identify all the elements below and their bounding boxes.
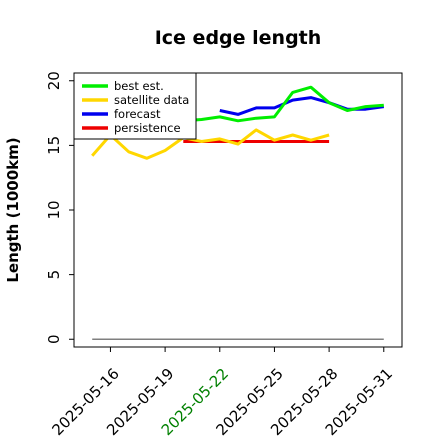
- y-tick-label: 15: [45, 136, 63, 155]
- legend: best est.satellite dataforecastpersisten…: [73, 72, 197, 140]
- legend-label: persistence: [114, 121, 181, 135]
- y-axis-label: Length (1000km): [4, 137, 22, 282]
- y-tick-label: 10: [45, 200, 63, 219]
- legend-label: satellite data: [114, 93, 189, 107]
- y-tick-label: 5: [45, 270, 63, 280]
- series-line-satellite-data: [91, 128, 330, 160]
- y-tick-label: 0: [45, 334, 63, 344]
- legend-label: best est.: [114, 79, 164, 93]
- legend-label: forecast: [114, 107, 161, 121]
- plot-area: [91, 85, 385, 340]
- y-tick-label: 20: [45, 71, 63, 90]
- chart-title: Ice edge length: [155, 27, 322, 49]
